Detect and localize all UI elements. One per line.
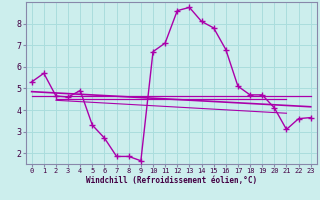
X-axis label: Windchill (Refroidissement éolien,°C): Windchill (Refroidissement éolien,°C) [86,176,257,185]
